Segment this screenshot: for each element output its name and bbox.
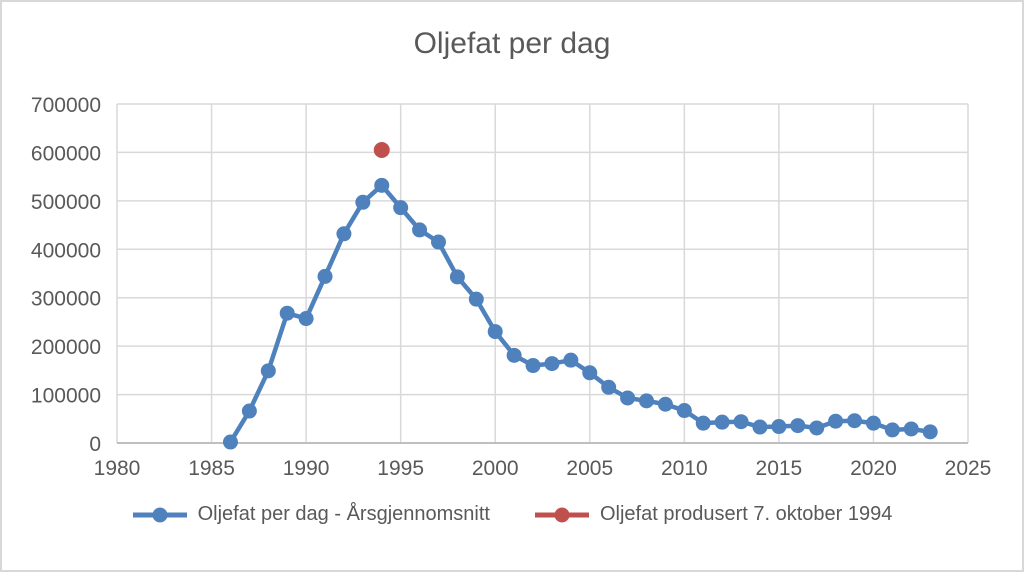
data-point (657, 396, 673, 412)
data-point (430, 234, 446, 250)
y-axis-tick-label: 500000 (31, 191, 101, 214)
data-point (865, 415, 881, 431)
data-point (922, 424, 938, 440)
data-point (298, 311, 314, 327)
x-axis-tick-label: 2025 (945, 457, 992, 480)
data-point (241, 403, 257, 419)
data-point (847, 413, 863, 429)
y-axis-tick-label: 0 (89, 433, 101, 456)
data-point (771, 419, 787, 435)
x-axis-tick-label: 1985 (188, 457, 235, 480)
x-axis-tick-label: 2020 (850, 457, 897, 480)
legend-label-yearly-average: Oljefat per dag - Årsgjennomsnitt (197, 503, 490, 525)
series-line (228, 183, 933, 445)
data-point (563, 352, 579, 368)
data-point (733, 414, 749, 430)
x-axis-tick-label: 2005 (566, 457, 613, 480)
legend-item-yearly-average: Oljefat per dag - Årsgjennomsnitt (132, 503, 490, 526)
data-point (222, 434, 238, 450)
data-point (468, 291, 484, 307)
data-point (355, 194, 371, 210)
data-point (506, 347, 522, 363)
data-point (582, 365, 598, 381)
data-point (487, 324, 503, 340)
data-point (676, 403, 692, 419)
legend-label-october-1994: Oljefat produsert 7. oktober 1994 (599, 503, 893, 525)
y-axis-tick-label: 400000 (31, 239, 101, 262)
x-axis-tick-label: 1990 (283, 457, 330, 480)
data-point (903, 421, 919, 437)
data-point (828, 413, 844, 429)
data-point (449, 269, 465, 285)
data-point (884, 422, 900, 438)
red-line-marker-icon (534, 507, 589, 522)
y-axis-tick-label: 600000 (31, 142, 101, 165)
x-axis-tick-label: 2010 (661, 457, 708, 480)
data-point (639, 393, 655, 409)
data-point (260, 363, 276, 379)
x-axis-tick-label: 2000 (472, 457, 519, 480)
data-point (317, 268, 333, 284)
x-axis-tick-label: 2015 (756, 457, 803, 480)
x-axis-tick-label: 1980 (94, 457, 141, 480)
chart-title: Oljefat per dag (413, 27, 611, 60)
data-point (525, 358, 541, 374)
data-point (714, 414, 730, 430)
data-point (620, 390, 636, 406)
blue-line-marker-icon (132, 507, 187, 522)
x-axis-tick-label: 1995 (377, 457, 424, 480)
legend: Oljefat per dag - Årsgjennomsnitt Oljefa… (0, 503, 1024, 526)
data-point (373, 142, 390, 159)
data-point (695, 415, 711, 431)
data-point (279, 305, 295, 321)
data-point (393, 200, 409, 216)
data-point (544, 356, 560, 372)
data-point (790, 418, 806, 434)
data-point (601, 379, 617, 395)
data-point (336, 226, 352, 242)
data-point (752, 419, 768, 435)
y-axis-tick-label: 700000 (31, 94, 101, 117)
data-point (412, 222, 428, 238)
y-axis-tick-label: 300000 (31, 288, 101, 311)
y-axis-tick-label: 100000 (31, 385, 101, 408)
data-point (374, 177, 390, 193)
legend-item-october-1994: Oljefat produsert 7. oktober 1994 (534, 503, 892, 526)
data-point (809, 420, 825, 436)
y-axis-tick-label: 200000 (31, 336, 101, 359)
